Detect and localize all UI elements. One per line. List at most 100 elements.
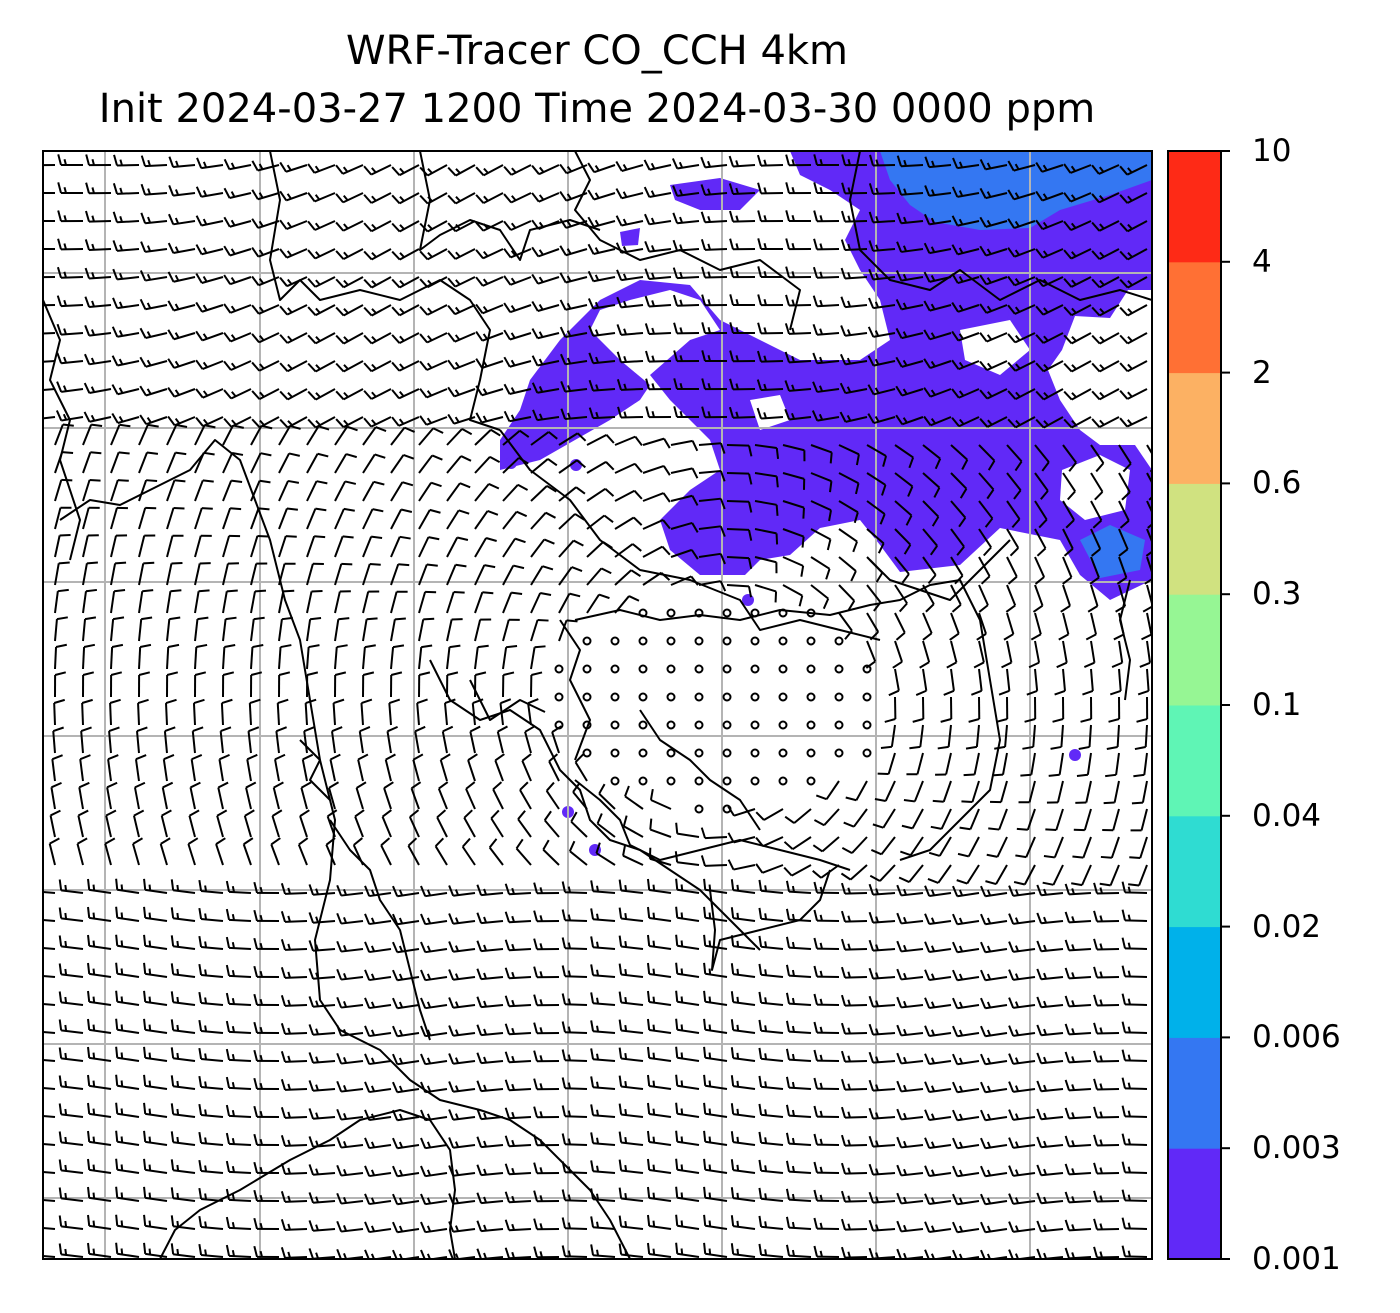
plume-gap xyxy=(1060,455,1130,520)
wind-barb xyxy=(840,239,868,252)
wind-barb xyxy=(225,1048,252,1062)
wind-barb xyxy=(899,836,924,857)
wind-barb xyxy=(56,295,84,308)
colorbar-segment xyxy=(1168,594,1221,706)
wind-barb xyxy=(558,566,583,586)
wind-barb xyxy=(868,1023,896,1036)
wind-barb xyxy=(758,963,784,978)
wind-barb xyxy=(530,538,555,558)
wind-barb xyxy=(1076,752,1092,777)
calm-wind-marker xyxy=(722,608,732,618)
wind-barb xyxy=(1060,584,1071,613)
wind-barb xyxy=(418,671,431,698)
wind-barb xyxy=(503,329,532,341)
wind-barb xyxy=(54,506,72,530)
wind-barb xyxy=(840,910,868,923)
wind-barb xyxy=(391,248,420,261)
calm-wind-marker xyxy=(722,636,732,646)
wind-barb xyxy=(785,1076,812,1090)
wind-barb xyxy=(448,885,476,897)
wind-barb xyxy=(162,754,175,782)
wind-barb xyxy=(726,584,753,598)
wind-barb xyxy=(618,1187,644,1202)
wind-barb xyxy=(297,837,309,866)
wind-barb xyxy=(306,425,330,446)
wind-barb xyxy=(225,1020,252,1034)
wind-barb xyxy=(877,752,896,776)
wind-barb xyxy=(278,671,291,698)
wind-barb xyxy=(700,827,728,840)
wind-barb xyxy=(758,1159,784,1174)
wind-barb xyxy=(54,451,74,474)
wind-barb xyxy=(1034,556,1046,585)
wind-barb xyxy=(362,535,383,558)
wind-barb xyxy=(1071,864,1092,887)
wind-barb xyxy=(137,698,149,726)
wind-barb xyxy=(1035,416,1064,429)
wind-barb xyxy=(950,556,964,585)
wind-barb xyxy=(642,519,671,530)
wind-barb xyxy=(225,1076,252,1090)
wind-barb xyxy=(168,185,196,197)
wind-barb xyxy=(474,510,499,530)
wind-barb xyxy=(1036,1024,1064,1037)
wind-barb xyxy=(188,809,200,838)
calm-wind-marker xyxy=(638,664,648,674)
wind-barb xyxy=(813,1189,840,1202)
wind-barb xyxy=(980,997,1008,1010)
wind-barb xyxy=(446,671,459,698)
wind-barb xyxy=(392,1137,420,1150)
wind-barb xyxy=(364,1081,392,1094)
wind-barb xyxy=(726,528,753,541)
wind-barb xyxy=(1090,500,1103,529)
wind-barb xyxy=(530,671,543,698)
wind-barb xyxy=(937,724,952,750)
wind-barb xyxy=(586,461,615,474)
calm-wind-marker xyxy=(750,720,760,730)
wind-barb xyxy=(250,644,264,670)
wind-barb xyxy=(418,563,438,586)
wind-barb xyxy=(225,964,252,978)
wind-barb xyxy=(48,837,60,866)
wind-barb xyxy=(364,1165,392,1178)
wind-barb xyxy=(642,437,671,449)
calm-wind-marker xyxy=(610,776,620,786)
wind-barb xyxy=(1032,584,1044,613)
wind-barb xyxy=(841,154,868,167)
calm-wind-marker xyxy=(666,748,676,758)
wind-barb xyxy=(840,267,868,280)
calm-wind-marker xyxy=(834,636,844,646)
wind-barb xyxy=(335,304,364,317)
wind-barb xyxy=(1035,360,1064,373)
coastline xyxy=(559,619,591,761)
wind-barb xyxy=(502,510,528,530)
wind-barb xyxy=(170,1103,196,1118)
wind-barb xyxy=(951,273,980,285)
wind-barb xyxy=(1105,752,1120,778)
wind-barb xyxy=(43,220,56,223)
wind-barb xyxy=(251,304,280,315)
wind-barb xyxy=(390,481,414,502)
wind-barb xyxy=(43,974,56,978)
wind-barb xyxy=(198,1187,224,1202)
wind-barb xyxy=(87,962,112,978)
wind-barb xyxy=(308,1164,336,1176)
wind-barb xyxy=(670,521,699,533)
tracer-speck xyxy=(614,384,626,396)
wind-barb xyxy=(50,781,62,810)
wind-barb xyxy=(671,158,700,170)
wind-barb xyxy=(420,1221,448,1234)
wind-barb xyxy=(112,297,140,310)
wind-barb xyxy=(906,752,924,776)
wind-barb xyxy=(56,381,84,393)
wind-barb xyxy=(253,1189,280,1202)
wind-barb xyxy=(698,442,726,454)
wind-barb xyxy=(530,619,549,642)
wind-barb xyxy=(1035,276,1064,288)
wind-barb xyxy=(139,270,168,282)
wind-barb xyxy=(476,1080,504,1093)
wind-barb xyxy=(588,407,616,420)
wind-barb xyxy=(198,1131,224,1146)
wind-barb xyxy=(841,836,868,854)
